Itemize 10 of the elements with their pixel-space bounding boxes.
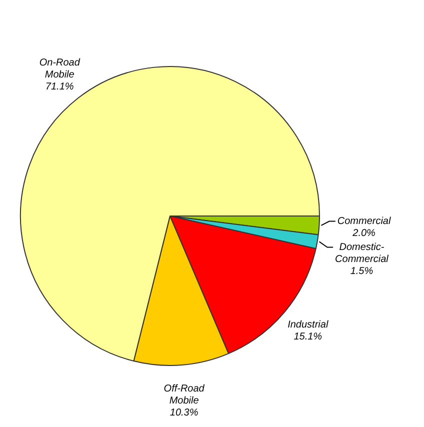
data-label: 15.1%: [294, 332, 322, 343]
slice-label: Domestic-Commercial: [335, 242, 390, 266]
slice-label: On-Road Mobile: [39, 57, 80, 80]
data-label: 2.0%: [352, 228, 376, 240]
data-label: 1.5%: [350, 266, 374, 278]
slice-label: Off-Road Mobile: [164, 384, 205, 407]
data-label: 10.3%: [170, 408, 198, 419]
data-label: 71.1%: [45, 81, 74, 92]
slice-label: Commercial: [337, 216, 392, 228]
slice-label: Industrial: [288, 320, 329, 331]
